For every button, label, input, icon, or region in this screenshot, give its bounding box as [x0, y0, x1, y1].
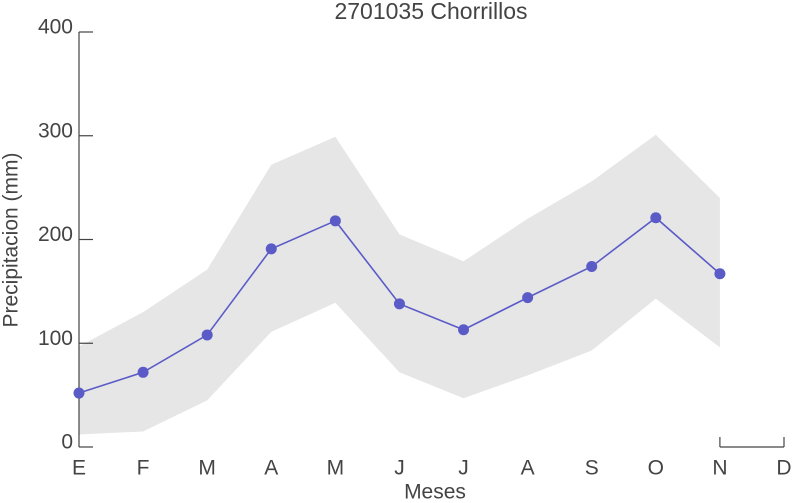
point: [714, 268, 726, 280]
point: [201, 329, 213, 341]
point: [73, 387, 85, 399]
y-tick-label: 300: [38, 119, 73, 142]
point: [650, 212, 662, 224]
y-tick-label: 0: [61, 431, 73, 454]
x-tick-label: J: [458, 457, 469, 480]
point: [522, 292, 534, 304]
y-axis-label: Precipitacion (mm): [0, 152, 23, 327]
x-tick-label: N: [712, 457, 727, 480]
x-tick-label: M: [327, 457, 345, 480]
x-tick-label: J: [394, 457, 405, 480]
x-tick-label: E: [72, 457, 86, 480]
x-tick-label: S: [585, 457, 599, 480]
point: [586, 260, 598, 272]
x-tick-label: M: [198, 457, 216, 480]
point: [329, 215, 341, 227]
x-tick-label: A: [521, 457, 535, 480]
x-tick-label: A: [264, 457, 278, 480]
y-tick-label: 400: [38, 16, 73, 39]
y-tick-label: 200: [38, 223, 73, 246]
x-tick-label: F: [137, 457, 150, 480]
point: [458, 324, 470, 336]
x-tick-label: D: [776, 457, 791, 480]
band: [79, 134, 720, 435]
point: [137, 366, 149, 378]
x-tick-label: O: [648, 457, 664, 480]
y-tick-label: 100: [38, 327, 73, 350]
chart-title: 2701035 Chorrillos: [334, 0, 527, 24]
point: [265, 243, 277, 255]
point: [393, 298, 405, 310]
x-axis-label: Meses: [404, 481, 466, 503]
